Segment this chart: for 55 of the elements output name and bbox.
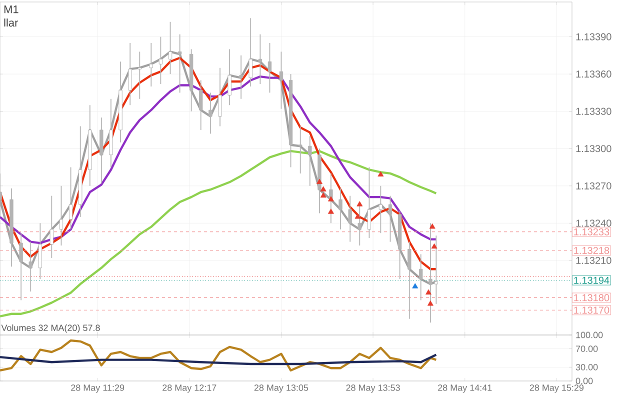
candlestick <box>408 241 412 320</box>
candlestick <box>367 166 372 239</box>
text: llar <box>4 18 18 27</box>
candlestick <box>50 195 54 258</box>
candlestick <box>128 42 132 106</box>
candlestick <box>378 185 383 234</box>
x-tick-label: 28 May 12:17 <box>162 384 216 393</box>
candlestick <box>59 185 64 246</box>
x-tick-label: 28 May 11:29 <box>71 384 124 393</box>
ref-line-label: 1.13233 <box>574 228 610 236</box>
x-tick-label: 28 May 14:41 <box>438 384 492 393</box>
y-tick-label: 1.13330 <box>576 108 612 115</box>
candlestick <box>388 195 392 242</box>
candlestick <box>338 188 342 230</box>
y-tick-label: 70.00 <box>576 346 598 352</box>
annotation: Volumes 32 MA(20) 57.8 <box>1 324 100 333</box>
candlestick <box>199 80 203 130</box>
candlestick <box>268 42 272 94</box>
candlestick <box>248 18 252 87</box>
ref-line-label: 1.13180 <box>574 294 610 302</box>
y-tick-label: 0.00 <box>576 378 593 384</box>
y-tick-label: 100.00 <box>576 332 603 338</box>
x-tick-label: 28 May 13:05 <box>254 384 308 393</box>
candlestick <box>68 166 73 230</box>
candlestick <box>19 232 23 301</box>
candlestick <box>308 136 312 186</box>
y-tick-label: 1.13240 <box>576 220 612 227</box>
y-tick-label: 1.13300 <box>576 145 612 152</box>
candlestick <box>38 222 42 280</box>
candlestick <box>218 67 222 127</box>
candlestick <box>279 51 284 110</box>
ref-line-label: 1.13194 <box>574 276 610 284</box>
candlestick <box>158 36 163 84</box>
ref-line-label: 1.13170 <box>574 306 610 314</box>
candlestick <box>298 126 302 174</box>
candlestick <box>419 254 423 301</box>
candlestick <box>28 241 32 292</box>
ref-line-label: 1.13218 <box>574 246 610 254</box>
candlestick <box>239 54 243 100</box>
y-tick-label: 30.00 <box>576 364 598 370</box>
y-tick-label: 1.13360 <box>576 70 612 78</box>
x-tick-label: 28 May 13:53 <box>346 384 400 393</box>
candlestick <box>138 51 142 100</box>
candlestick <box>178 34 182 94</box>
y-tick-label: 1.13270 <box>576 182 612 190</box>
candlestick <box>168 21 172 75</box>
candlestick <box>149 42 153 87</box>
candlestick <box>228 48 232 106</box>
candlestick <box>208 92 212 134</box>
y-tick-label: 1.13210 <box>576 256 612 264</box>
chart-title: M1 <box>4 6 18 14</box>
candlestick <box>258 34 262 84</box>
candlestick <box>348 195 352 242</box>
x-tick-label: 28 May 15:29 <box>530 384 584 393</box>
y-tick-label: 1.13390 <box>576 33 612 40</box>
